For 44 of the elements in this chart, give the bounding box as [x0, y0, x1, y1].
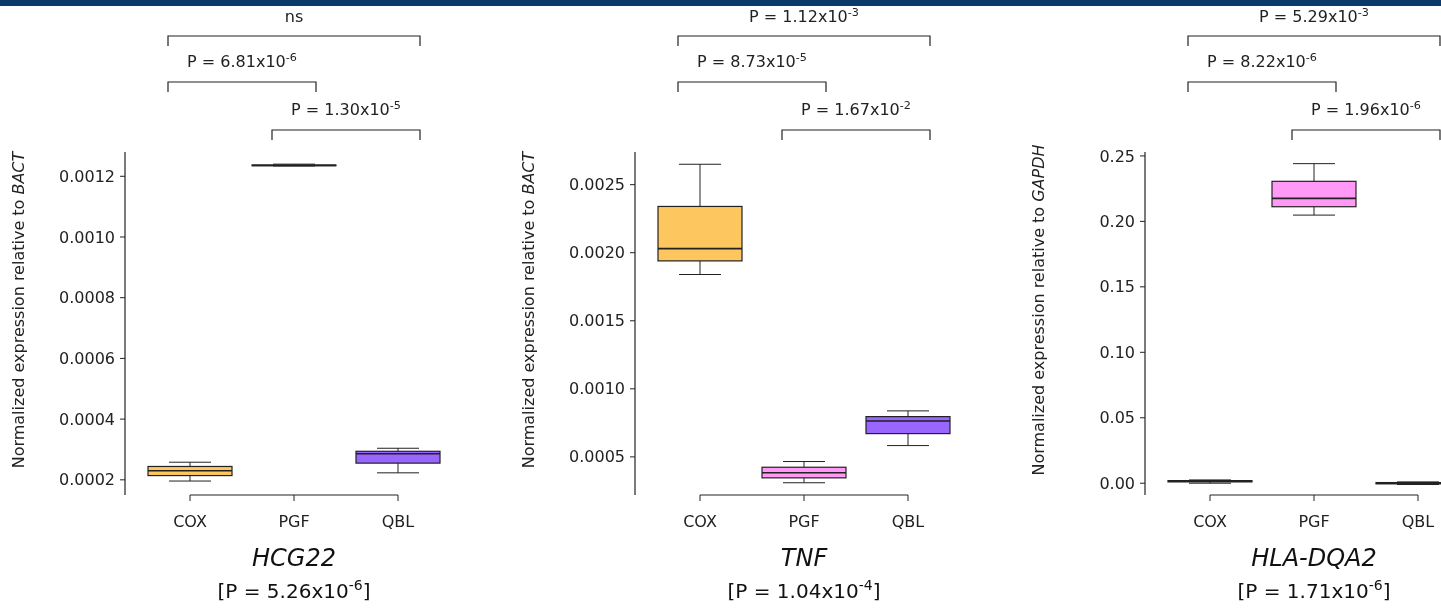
y-tick-label: 0.00 [1099, 473, 1135, 493]
text: P = 5.29x10$^{-3}$ [1259, 5, 1369, 26]
y-tick-label: 0.25 [1099, 146, 1135, 166]
x-tick-label: QBL [891, 512, 925, 531]
y-tick-label: 0.0010 [59, 227, 115, 247]
x-tick-label: QBL [381, 512, 415, 531]
y-tick-label: 0.0025 [569, 175, 625, 195]
x-tick-label: COX [173, 512, 207, 531]
y-tick-label: 0.0010 [569, 379, 625, 399]
y-tick-label: 0.0020 [569, 243, 625, 263]
text: [P = 1.71x10$^{-6}$] [1237, 577, 1391, 603]
x-tick-label: COX [683, 512, 717, 531]
y-tick-label: 0.0002 [59, 470, 115, 490]
y-axis-title: Normalized expression relative to BACT [9, 150, 28, 469]
text: TNF [780, 544, 829, 572]
text: P = 8.73x10$^{-5}$ [697, 50, 807, 71]
x-tick-label: PGF [1298, 512, 1330, 531]
x-tick-label: PGF [278, 512, 310, 531]
text: P = 1.96x10$^{-6}$ [1311, 98, 1421, 119]
y-axis-title: Normalized expression relative to GAPDH [1029, 144, 1048, 476]
text: P = 1.67x10$^{-2}$ [801, 98, 911, 119]
y-tick-label: 0.20 [1099, 211, 1135, 231]
y-tick-label: 0.0005 [569, 447, 625, 467]
y-tick-label: 0.15 [1099, 277, 1135, 297]
text: [P = 5.26x10$^{-6}$] [217, 577, 371, 603]
y-tick-label: 0.10 [1099, 342, 1135, 362]
y-axis-title: Normalized expression relative to BACT [519, 150, 538, 469]
y-tick-label: 0.0008 [59, 288, 115, 308]
x-tick-label: PGF [788, 512, 820, 531]
text: P = 1.30x10$^{-5}$ [291, 98, 401, 119]
text: ns [284, 7, 304, 26]
text: P = 8.22x10$^{-6}$ [1207, 50, 1317, 71]
text: [P = 1.04x10$^{-4}$] [727, 577, 881, 603]
text: P = 1.12x10$^{-3}$ [749, 5, 859, 26]
text: HLA-DQA2 [1251, 544, 1377, 572]
y-tick-label: 0.0006 [59, 349, 115, 369]
text: P = 6.81x10$^{-6}$ [187, 50, 297, 71]
x-tick-label: COX [1193, 512, 1227, 531]
x-tick-label: QBL [1401, 512, 1435, 531]
y-tick-label: 0.0004 [59, 409, 115, 429]
y-tick-label: 0.0015 [569, 311, 625, 331]
text: HCG22 [252, 544, 336, 572]
y-tick-label: 0.0012 [59, 166, 115, 186]
y-tick-label: 0.05 [1099, 408, 1135, 428]
